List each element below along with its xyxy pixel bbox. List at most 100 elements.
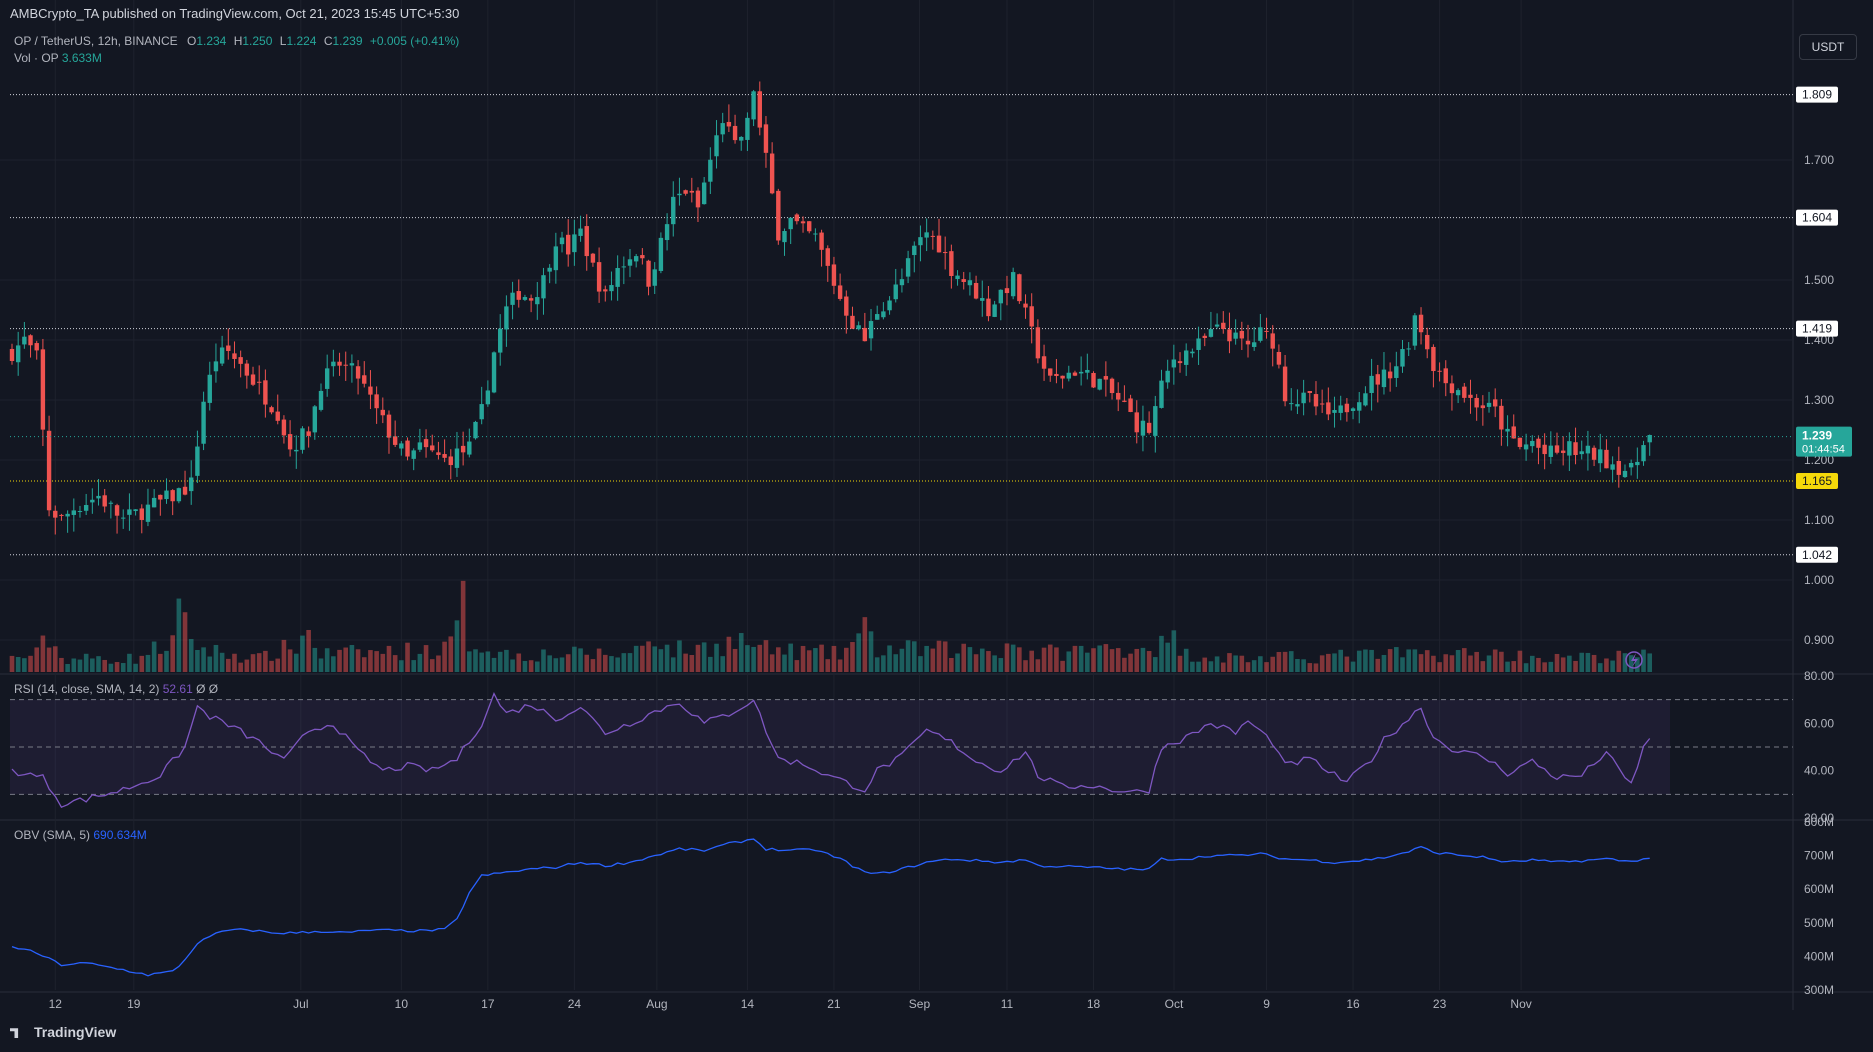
candle-body <box>1245 340 1251 345</box>
volume-bar <box>664 644 670 672</box>
volume-bar <box>1394 647 1399 672</box>
candle-body <box>436 452 441 455</box>
volume-bar <box>504 649 509 672</box>
volume-bar <box>34 647 40 672</box>
candle-body <box>405 440 410 457</box>
candle-body <box>1085 369 1090 373</box>
volume-bar <box>1597 663 1603 672</box>
rsi-extra: Ø Ø <box>196 682 219 696</box>
volume-bar <box>83 653 89 672</box>
volume-bar <box>1072 645 1078 672</box>
candle-body <box>609 285 614 292</box>
volume-bar <box>794 660 800 672</box>
candle-body <box>331 361 336 367</box>
volume-bar <box>392 655 398 672</box>
candle-body <box>1468 394 1473 398</box>
volume-bar <box>670 657 676 672</box>
candle-body <box>1196 338 1201 350</box>
candle-body <box>1078 371 1084 374</box>
candle-body <box>1381 369 1387 388</box>
volume-bar <box>1047 644 1053 672</box>
candle-body <box>763 124 769 153</box>
price-tick-label: 1.300 <box>1804 393 1834 407</box>
volume-bar <box>1313 663 1319 672</box>
volume-bar <box>590 659 596 672</box>
candle-body <box>479 404 484 420</box>
candle-body <box>689 190 694 193</box>
candle-body <box>633 256 639 262</box>
candle-body <box>973 282 979 299</box>
volume-bar <box>1146 651 1152 672</box>
ohlc-open: 1.234 <box>196 34 227 48</box>
obv-legend[interactable]: OBV (SMA, 5) 690.634M <box>14 828 147 842</box>
obv-tick-label: 700M <box>1804 849 1834 863</box>
candle-body <box>1159 380 1164 408</box>
volume-bar <box>683 653 688 672</box>
volume-bar <box>1109 649 1115 672</box>
candle-body <box>355 366 361 379</box>
candle-body <box>695 190 701 208</box>
candle-body <box>535 297 540 305</box>
volume-bar <box>1140 647 1146 672</box>
volume-bar <box>559 657 565 672</box>
volume-bar <box>732 648 738 672</box>
volume-bar <box>967 647 973 672</box>
candle-body <box>417 442 423 450</box>
candle-body <box>1573 442 1578 456</box>
volume-bar <box>256 653 262 672</box>
candle-body <box>751 91 756 120</box>
candle-body <box>1177 361 1183 364</box>
candle-body <box>720 123 725 135</box>
candle-body <box>1431 346 1436 372</box>
volume-bar <box>343 647 349 672</box>
candle-body <box>615 268 620 287</box>
volume-bar <box>479 652 484 672</box>
volume-bar <box>1560 657 1566 672</box>
volume-bar <box>788 643 793 672</box>
currency-button[interactable]: USDT <box>1799 34 1857 60</box>
candle-body <box>664 224 670 241</box>
candle-body <box>53 510 58 518</box>
volume-bar <box>1078 645 1084 672</box>
tradingview-logo[interactable]: TradingView <box>10 1024 116 1040</box>
volume-bar <box>905 640 911 672</box>
candle-body <box>1375 374 1380 385</box>
volume-bar <box>201 647 206 672</box>
volume-bar <box>689 654 695 672</box>
candle-body <box>1202 335 1207 339</box>
volume-bar <box>1017 647 1022 672</box>
ohlc-low: 1.224 <box>286 34 317 48</box>
candle-body <box>683 190 688 194</box>
candle-body <box>1387 371 1393 379</box>
candle-body <box>28 335 33 346</box>
candle-body <box>745 117 750 140</box>
volume-bar <box>52 646 58 672</box>
volume-bar <box>275 658 281 672</box>
candle-body <box>955 275 960 280</box>
time-tick-label: 9 <box>1263 997 1270 1011</box>
volume-bar <box>1585 652 1591 672</box>
candle-body <box>1542 444 1547 455</box>
candle-body <box>102 495 107 507</box>
candle-body <box>1072 372 1078 376</box>
volume-bar <box>596 648 602 672</box>
volume-bar <box>806 650 812 672</box>
candle-body <box>726 121 732 127</box>
volume-bar <box>182 612 188 672</box>
volume-legend[interactable]: Vol · OP 3.633M <box>14 51 102 65</box>
candle-body <box>1004 288 1010 294</box>
symbol-legend[interactable]: OP / TetherUS, 12h, BINANCE O1.234 H1.25… <box>14 34 460 48</box>
candle-body <box>1233 332 1238 339</box>
rsi-tick-label: 20.00 <box>1804 811 1834 825</box>
candle-body <box>1480 405 1486 409</box>
candle-body <box>65 513 70 517</box>
candle-body <box>1326 402 1331 415</box>
volume-bar <box>738 633 744 672</box>
rsi-legend[interactable]: RSI (14, close, SMA, 14, 2) 52.61 Ø Ø <box>14 682 218 696</box>
rsi-label: RSI (14, close, SMA, 14, 2) <box>14 682 160 696</box>
volume-bar <box>1035 659 1041 672</box>
volume-bar <box>961 643 967 672</box>
candle-body <box>491 352 497 393</box>
volume-bar <box>1628 655 1634 672</box>
